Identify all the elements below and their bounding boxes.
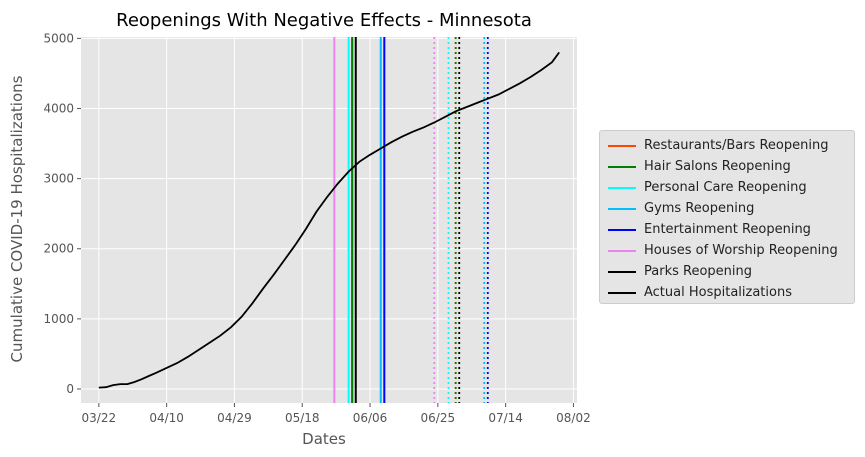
plot-area xyxy=(81,37,577,403)
y-tick-label: 4000 xyxy=(43,102,74,116)
legend-label: Hair Salons Reopening xyxy=(644,159,791,174)
legend-item: Actual Hospitalizations xyxy=(608,282,846,303)
x-tick-label: 06/06 xyxy=(353,411,388,425)
legend: Restaurants/Bars Reopening Hair Salons Re… xyxy=(599,130,855,304)
legend-item: Parks Reopening xyxy=(608,261,846,282)
grid xyxy=(77,37,577,407)
y-tick-label: 3000 xyxy=(43,172,74,186)
legend-label: Gyms Reopening xyxy=(644,201,755,216)
legend-label: Houses of Worship Reopening xyxy=(644,243,838,258)
legend-label: Entertainment Reopening xyxy=(644,222,811,237)
x-tick-label: 08/02 xyxy=(556,411,591,425)
legend-swatch xyxy=(608,207,636,210)
x-tick-label: 04/10 xyxy=(149,411,184,425)
x-axis-label: Dates xyxy=(302,430,346,448)
chart-title: Reopenings With Negative Effects - Minne… xyxy=(116,10,532,31)
legend-item: Hair Salons Reopening xyxy=(608,156,846,177)
legend-swatch xyxy=(608,165,636,168)
legend-item: Gyms Reopening xyxy=(608,198,846,219)
legend-item: Entertainment Reopening xyxy=(608,219,846,240)
legend-label: Actual Hospitalizations xyxy=(644,285,792,300)
x-tick-labels: 03/22 04/10 04/29 05/18 06/06 06/25 07/14 08/02 xyxy=(82,411,591,425)
x-tick-label: 07/14 xyxy=(488,411,523,425)
legend-label: Personal Care Reopening xyxy=(644,180,807,195)
x-tick-label: 03/22 xyxy=(82,411,117,425)
y-tick-label: 1000 xyxy=(43,312,74,326)
legend-swatch xyxy=(608,270,636,273)
x-tick-label: 04/29 xyxy=(217,411,252,425)
y-axis-label: Cumulative COVID-19 Hospitalizations xyxy=(8,75,26,362)
y-tick-label: 5000 xyxy=(43,31,74,45)
y-tick-label: 2000 xyxy=(43,242,74,256)
legend-swatch xyxy=(608,228,636,231)
legend-swatch xyxy=(608,249,636,252)
legend-item: Personal Care Reopening xyxy=(608,177,846,198)
y-tick-label: 0 xyxy=(66,382,74,396)
series-line-actual-hospitalizations xyxy=(98,51,560,389)
legend-item: Houses of Worship Reopening xyxy=(608,240,846,261)
y-tick-labels: 0 1000 2000 3000 4000 5000 xyxy=(43,31,74,396)
series-lines xyxy=(98,51,560,389)
legend-label: Restaurants/Bars Reopening xyxy=(644,138,829,153)
legend-item: Restaurants/Bars Reopening xyxy=(608,135,846,156)
legend-swatch xyxy=(608,144,636,147)
legend-label: Parks Reopening xyxy=(644,264,752,279)
x-tick-label: 06/25 xyxy=(421,411,456,425)
legend-swatch xyxy=(608,186,636,189)
x-tick-label: 05/18 xyxy=(285,411,320,425)
legend-swatch xyxy=(608,291,636,294)
